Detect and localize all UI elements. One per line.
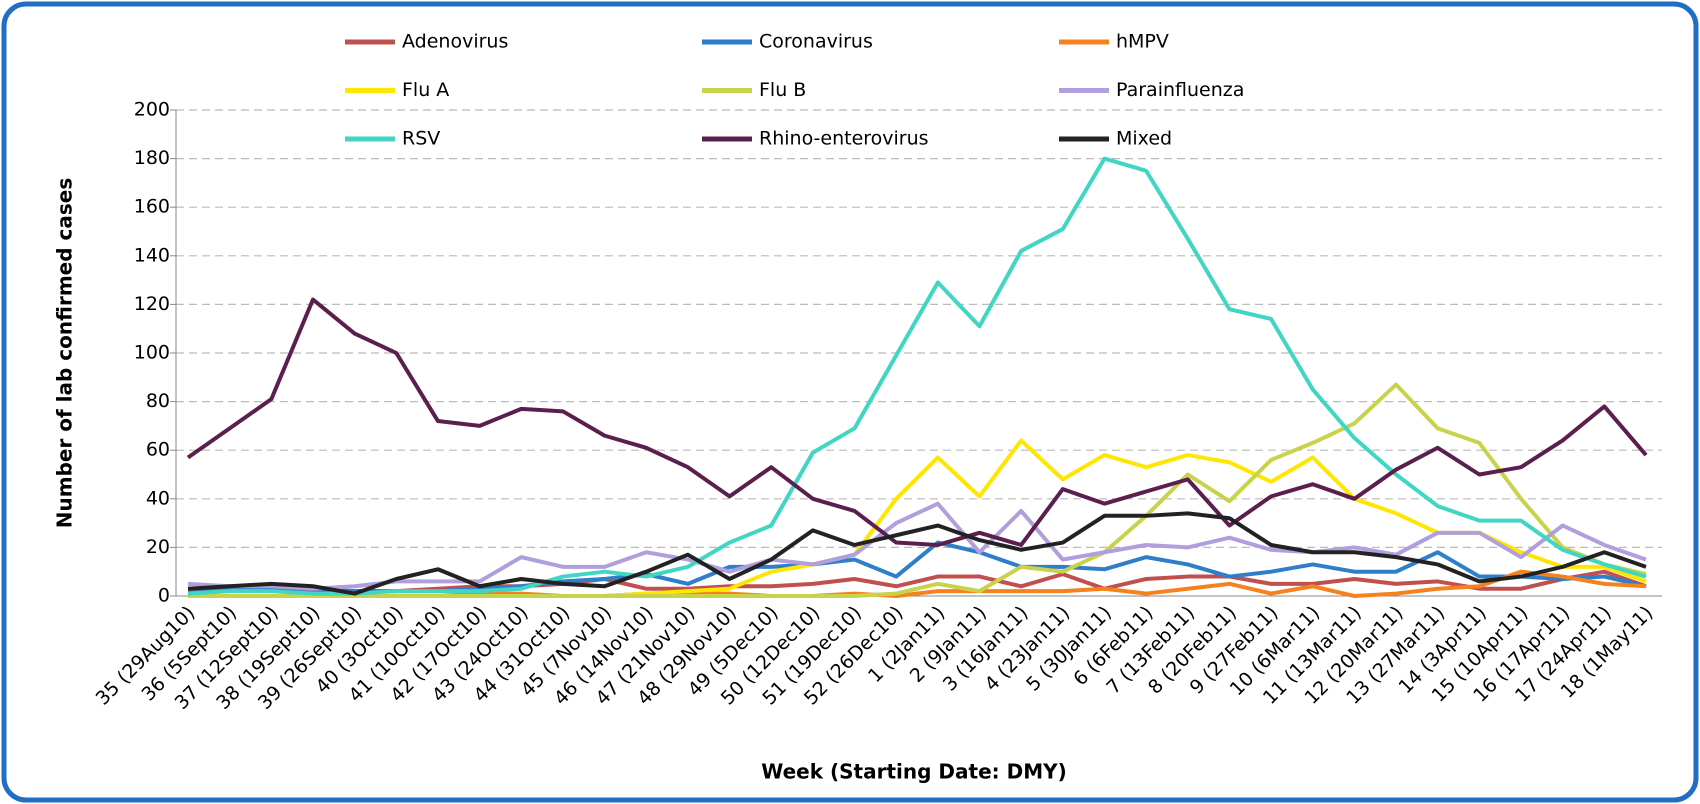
y-tick-label: 160	[134, 196, 170, 218]
legend-label: Coronavirus	[759, 31, 873, 53]
y-tick-label: 140	[134, 244, 170, 266]
series-line	[188, 382, 1647, 598]
legend-label: RSV	[402, 128, 440, 150]
series-line	[187, 511, 1647, 596]
series-line	[187, 501, 1647, 591]
y-axis-title: Number of lab confirmed cases	[53, 178, 77, 529]
legend-label: Flu A	[402, 79, 449, 101]
y-tick-label: 60	[146, 439, 170, 461]
y-tick-label: 0	[158, 585, 170, 607]
y-tick-label: 200	[134, 99, 170, 121]
legend-label: hMPV	[1116, 31, 1169, 53]
series-line	[187, 156, 1647, 596]
y-tick-label: 120	[134, 293, 170, 315]
y-tick-label: 40	[146, 487, 170, 509]
series-line	[187, 569, 1647, 594]
legend-label: Parainfluenza	[1116, 79, 1244, 101]
legend-label: Rhino-enterovirus	[759, 128, 929, 150]
y-tick-label: 20	[146, 536, 170, 558]
legend-label: Flu B	[759, 79, 806, 101]
legend-label: Mixed	[1116, 128, 1172, 150]
legend-label: Adenovirus	[402, 31, 508, 53]
x-axis-title: Week (Starting Date: DMY)	[761, 760, 1066, 784]
y-tick-label: 180	[134, 147, 170, 169]
y-tick-label: 100	[134, 342, 170, 364]
series-line	[186, 297, 1648, 547]
y-tick-label: 80	[146, 390, 170, 412]
